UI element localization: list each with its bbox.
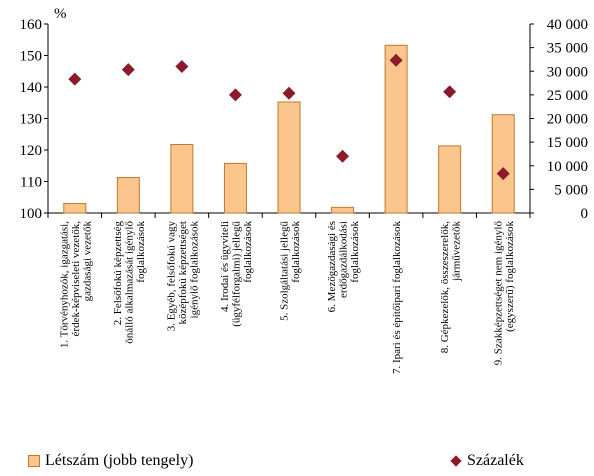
- category-label: gazdasági vezetők: [81, 221, 93, 302]
- category-label: 9. Szakképzettséget nem igénylő: [492, 221, 504, 366]
- category-label: 7. Ipari és építőipari foglalkozások: [391, 221, 403, 375]
- bar: [63, 203, 87, 214]
- category-label: foglalkozások: [349, 221, 361, 283]
- left-tick-label: 120: [20, 143, 43, 159]
- axes: 100 110 120 130 140 150 160 0 5 000 10 000 15 000 2…: [20, 6, 589, 222]
- legend-bar-label: Létszám (jobb tengely): [45, 452, 194, 469]
- legend-bar: Létszám (jobb tengely): [28, 452, 193, 470]
- left-tick-label: 110: [20, 175, 42, 191]
- marker: [443, 85, 457, 99]
- category-labels: 1. Törvényhozók, igazgatási, érdek-képvis…: [58, 221, 516, 375]
- left-tick-label: 100: [20, 206, 43, 222]
- bars: [63, 44, 515, 214]
- left-tick-label: 150: [20, 49, 43, 65]
- marker: [121, 63, 135, 77]
- category-label: középfokú képzettséget: [177, 221, 189, 325]
- marker: [336, 149, 350, 163]
- bar: [170, 143, 194, 214]
- right-tick-label: 20 000: [547, 112, 588, 128]
- right-tick-label: 0: [581, 206, 589, 222]
- right-tick-label: 10 000: [547, 159, 588, 175]
- legend-bar-swatch: [28, 455, 40, 467]
- left-axis-unit: %: [54, 6, 67, 22]
- marker: [68, 72, 82, 86]
- right-tick-label: 30 000: [547, 64, 588, 80]
- bar: [331, 206, 355, 214]
- category-label: erdőgazdálkodási: [338, 221, 350, 298]
- bar: [277, 101, 301, 214]
- category-label: igénylő foglalkozások: [188, 221, 200, 319]
- category-label: 2. Felsőfokú képzettség: [112, 221, 124, 326]
- left-tick-label: 130: [20, 112, 43, 128]
- bar: [223, 162, 247, 214]
- category-label: 3. Egyéb, felsőfokú vagy: [165, 221, 177, 332]
- right-tick-label: 40 000: [547, 17, 588, 33]
- category-label: önálló alkalmazását igénylő: [123, 221, 135, 344]
- category-label: 1. Törvényhozók, igazgatási,: [58, 221, 70, 348]
- bar: [438, 145, 462, 214]
- marker: [496, 167, 510, 181]
- right-tick-label: 35 000: [547, 41, 588, 57]
- category-label: érdek-képviseleti vezetők,: [70, 221, 82, 337]
- bar: [384, 44, 408, 214]
- right-tick-label: 5 000: [554, 182, 588, 198]
- left-tick-label: 140: [20, 80, 43, 96]
- category-label: foglalkozások: [135, 221, 147, 283]
- category-label: járművezetők: [450, 221, 462, 282]
- bar: [116, 177, 140, 214]
- marker: [175, 60, 189, 74]
- marker: [282, 86, 296, 100]
- legend-marker: Százalék: [450, 452, 524, 470]
- category-label: foglalkozások: [242, 221, 254, 283]
- category-label: foglalkozások: [290, 221, 302, 283]
- marker: [228, 88, 242, 102]
- bar: [491, 114, 515, 214]
- category-label: (ügyfélforgalmi) jellegű: [230, 221, 242, 327]
- category-label: 5. Szolgáltatási jellegű: [278, 221, 290, 321]
- category-label: (egyszerű) foglalkozások: [504, 221, 516, 332]
- legend-marker-label: Százalék: [467, 452, 524, 469]
- category-label: 6. Mezőgazdasági és: [326, 221, 338, 312]
- category-label: 8. Gépkezelők, összeszerelők,: [439, 221, 451, 354]
- right-tick-label: 15 000: [547, 135, 588, 151]
- legend-marker-diamond: [450, 455, 462, 467]
- marker: [389, 53, 403, 67]
- category-label: 4. Irodai és ügyviteli: [219, 221, 231, 312]
- markers: [68, 53, 510, 181]
- left-tick-label: 160: [20, 17, 43, 33]
- right-tick-label: 25 000: [547, 88, 588, 104]
